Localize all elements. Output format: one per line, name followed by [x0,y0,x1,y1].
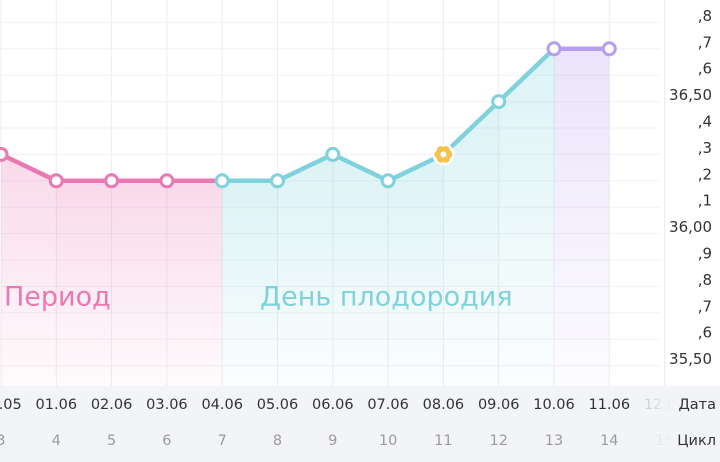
cycle-day-label: 14 [600,433,618,449]
y-tick-label: ,4 [698,113,712,131]
y-tick-label: ,6 [698,60,712,78]
point [491,94,507,110]
point [380,173,396,189]
flower-center [440,151,447,158]
date-label: 07.06 [367,397,409,413]
point [48,173,64,189]
ovulation-marker [432,143,455,166]
date-label: 01.06 [36,397,78,413]
point [325,146,341,162]
cycle-day-label: 9 [328,433,337,449]
cycle-day-label: 10 [379,433,397,449]
phase-label: День плодородия [260,282,513,313]
cycle-day-label: 5 [107,433,116,449]
date-label: 08.06 [423,397,465,413]
point [270,173,285,189]
y-tick-label: ,8 [698,7,712,25]
y-tick-label: ,1 [698,192,712,210]
x-axis-band [0,386,720,462]
line-segment [330,152,391,184]
y-tick-label: ,6 [698,324,712,342]
phase-label: Период [4,282,111,313]
y-tick-label: ,3 [698,139,712,157]
y-tick-label: 36,50 [669,86,712,104]
date-label: 04.06 [201,397,243,413]
area-fill [166,180,223,386]
y-tick-label: 36,00 [669,218,712,236]
area-fill [554,48,610,387]
line-segment [441,99,501,157]
area-fill [498,48,554,387]
point [214,173,230,189]
cycle-day-label: 3 [0,433,6,449]
date-label: 31.05 [0,397,22,413]
y-tick-label: ,7 [698,297,712,315]
line-segment [275,152,336,184]
point [104,173,120,189]
row-label: Цикл [677,433,716,449]
cycle-day-label: 7 [218,433,227,449]
line-segment [496,46,557,104]
date-label: 03.06 [146,397,188,413]
cycle-day-label: 4 [52,433,61,449]
date-label: 06.06 [312,397,354,413]
cycle-day-label: 8 [273,433,282,449]
line-segment [0,152,59,184]
area-fill [332,154,389,386]
date-label: 02.06 [91,397,133,413]
y-tick-label: ,8 [698,271,712,289]
y-tick-label: ,9 [698,245,712,263]
date-label: 05.06 [257,397,299,413]
area-fill [388,154,444,386]
area-fill [1,154,57,386]
cycle-day-label: 6 [162,433,171,449]
area-fill [222,180,278,386]
cycle-day-label: 13 [545,433,563,449]
y-tick-label: ,7 [698,33,712,51]
area-fill [111,180,167,386]
row-label: Дата [678,397,716,413]
point [159,173,175,189]
cycle-day-label: 12 [489,433,507,449]
date-label: 10.06 [533,397,575,413]
date-label: 09.06 [478,397,520,413]
area-fill [443,101,499,386]
point [0,146,9,162]
cycle-day-label: 11 [434,433,452,449]
area-fill [277,154,333,386]
point [601,41,617,57]
y-tick-label: ,2 [698,165,712,183]
y-tick-label: 35,50 [669,350,712,368]
row-label-fade [640,386,720,462]
date-label: 11.06 [589,397,631,413]
area-fill [56,180,112,386]
point [546,41,562,57]
